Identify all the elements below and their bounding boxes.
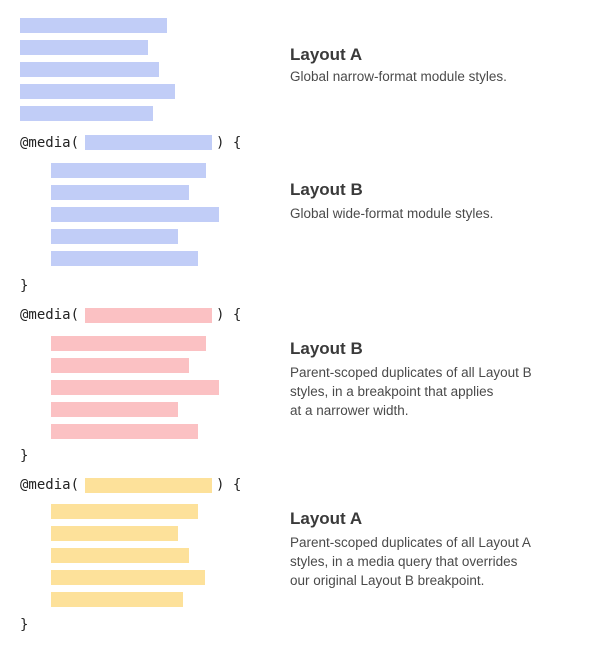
description-line: styles, in a media query that overrides — [290, 552, 580, 571]
description-line: our original Layout B breakpoint. — [290, 571, 580, 590]
style-rule-bar — [51, 570, 205, 585]
media-query-open-brace: ) { — [216, 134, 241, 152]
style-rule-bar — [51, 424, 198, 439]
style-rule-bar — [51, 380, 219, 395]
media-query-open: @media( — [20, 476, 79, 494]
media-condition-bar — [85, 308, 212, 323]
description-line: at a narrower width. — [290, 401, 580, 420]
media-query-close: } — [20, 277, 28, 295]
style-rule-bar — [51, 504, 198, 519]
style-rule-bar — [51, 548, 189, 563]
section-description: Parent-scoped duplicates of all Layout B… — [290, 363, 580, 420]
style-rule-bar — [51, 336, 206, 351]
style-rule-bar — [51, 526, 178, 541]
media-query-open-brace: ) { — [216, 306, 241, 324]
description-line: Parent-scoped duplicates of all Layout A — [290, 533, 580, 552]
style-rule-bar — [20, 84, 175, 99]
style-rule-bar — [51, 207, 219, 222]
section-title: Layout B — [290, 180, 363, 200]
media-condition-bar — [85, 135, 212, 150]
section-title: Layout A — [290, 509, 362, 529]
section-description: Global wide-format module styles. — [290, 204, 580, 223]
section-description: Parent-scoped duplicates of all Layout A… — [290, 533, 580, 590]
description-line: Parent-scoped duplicates of all Layout B — [290, 363, 580, 382]
style-rule-bar — [20, 62, 159, 77]
style-rule-bar — [51, 592, 183, 607]
media-query-open: @media( — [20, 306, 79, 324]
style-rule-bar — [20, 106, 153, 121]
style-rule-bar — [51, 229, 178, 244]
media-query-open: @media( — [20, 134, 79, 152]
section-description: Global narrow-format module styles. — [290, 67, 580, 86]
media-query-close: } — [20, 447, 28, 465]
style-rule-bar — [20, 18, 167, 33]
style-rule-bar — [51, 163, 206, 178]
section-title: Layout B — [290, 339, 363, 359]
style-rule-bar — [51, 185, 189, 200]
style-rule-bar — [51, 358, 189, 373]
style-rule-bar — [51, 251, 198, 266]
style-rule-bar — [51, 402, 178, 417]
style-rule-bar — [20, 40, 148, 55]
media-query-open-brace: ) { — [216, 476, 241, 494]
media-query-close: } — [20, 616, 28, 634]
section-title: Layout A — [290, 45, 362, 65]
media-condition-bar — [85, 478, 212, 493]
description-line: styles, in a breakpoint that applies — [290, 382, 580, 401]
